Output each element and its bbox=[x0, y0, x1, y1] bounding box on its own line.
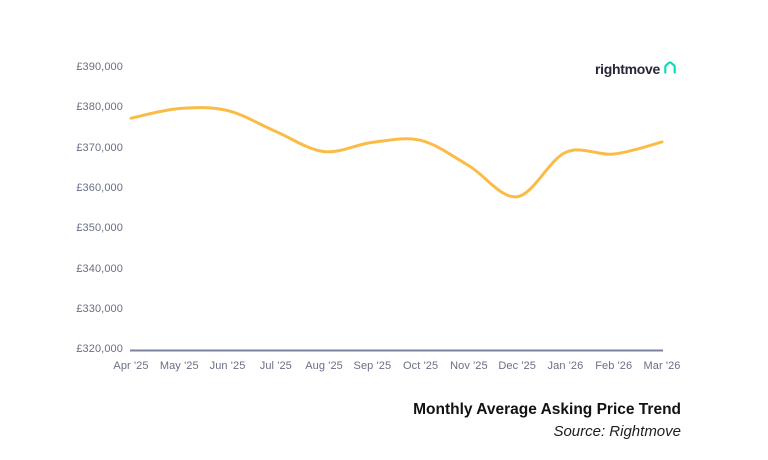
x-axis-label: Nov '25 bbox=[450, 360, 488, 372]
x-axis-label: Oct '25 bbox=[403, 360, 439, 372]
x-axis-label: Feb '26 bbox=[595, 360, 633, 372]
x-axis-label: Sep '25 bbox=[353, 360, 392, 372]
house-icon bbox=[662, 59, 678, 80]
y-axis-label: £360,000 bbox=[76, 181, 123, 194]
y-axis-label: £370,000 bbox=[76, 141, 123, 154]
y-axis-label: £330,000 bbox=[76, 302, 123, 315]
chart-caption: Monthly Average Asking Price Trend Sourc… bbox=[413, 400, 681, 441]
y-axis-label: £390,000 bbox=[76, 61, 123, 73]
x-axis-label: May '25 bbox=[159, 360, 199, 372]
y-axis-label: £340,000 bbox=[76, 262, 123, 275]
chart-title: Monthly Average Asking Price Trend bbox=[413, 401, 681, 418]
x-axis-label: Apr '25 bbox=[113, 360, 149, 372]
rightmove-logo-text: rightmove bbox=[595, 61, 660, 77]
rightmove-logo: rightmove bbox=[595, 60, 678, 80]
x-axis-label: Jun '25 bbox=[209, 360, 246, 372]
x-axis-label: Jul '25 bbox=[259, 360, 292, 372]
y-axis-label: £380,000 bbox=[76, 101, 123, 114]
x-axis-label: Mar '26 bbox=[643, 360, 681, 372]
x-axis-label: Aug '25 bbox=[305, 360, 343, 372]
y-axis-label: £350,000 bbox=[76, 222, 123, 235]
y-axis-label: £320,000 bbox=[76, 343, 123, 356]
x-axis-label: Jan '26 bbox=[547, 360, 584, 372]
x-axis-label: Dec '25 bbox=[498, 360, 536, 372]
chart-source: Source: Rightmove bbox=[553, 423, 681, 440]
price-trend-line-chart bbox=[129, 106, 664, 352]
trend-line-path bbox=[129, 106, 664, 199]
